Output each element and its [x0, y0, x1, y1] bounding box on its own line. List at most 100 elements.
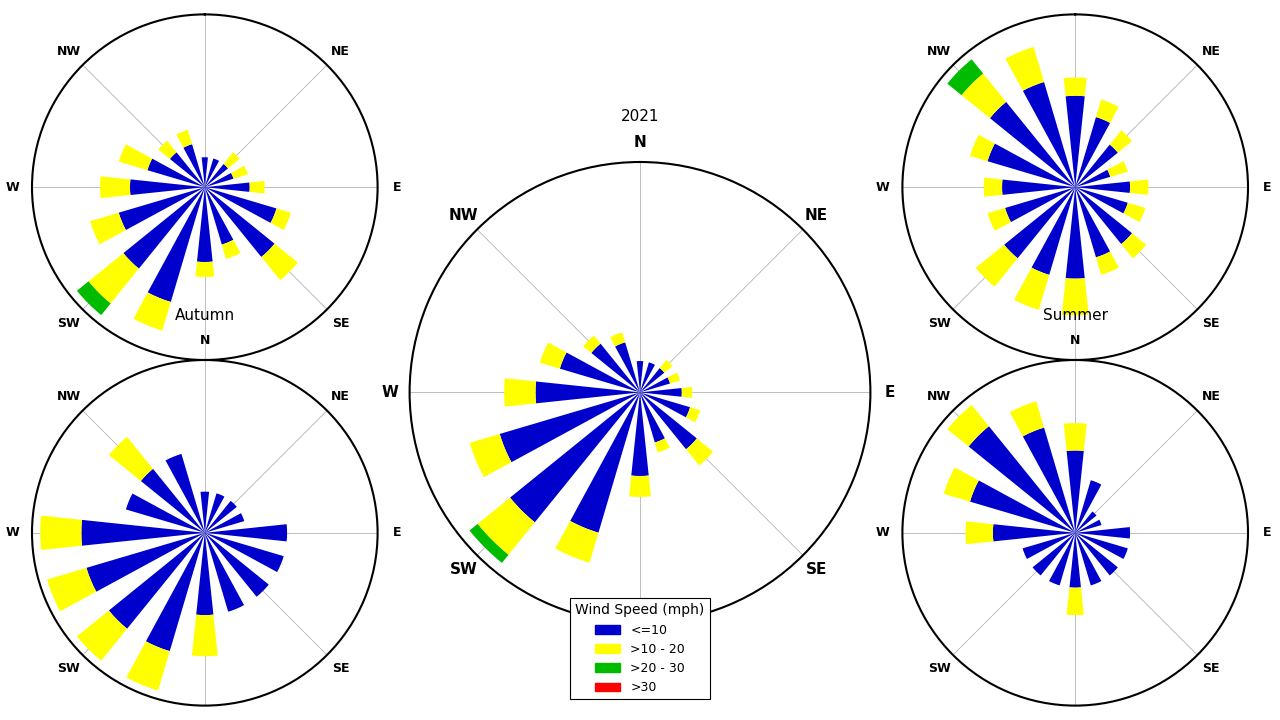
Bar	[1062, 278, 1088, 315]
Bar	[1066, 187, 1084, 279]
Bar	[631, 392, 649, 476]
Bar	[201, 492, 209, 533]
Bar	[1075, 187, 1110, 257]
Bar	[205, 158, 219, 187]
Bar	[1075, 511, 1097, 533]
Bar	[1075, 187, 1132, 244]
Bar	[159, 140, 177, 159]
Bar	[504, 378, 536, 407]
Bar	[640, 388, 682, 397]
Bar	[961, 73, 1006, 118]
Bar	[1023, 82, 1075, 187]
Bar	[165, 454, 205, 533]
Bar	[970, 135, 995, 161]
Bar	[1075, 527, 1130, 539]
Bar	[1002, 179, 1075, 195]
Bar	[127, 642, 170, 690]
Bar	[133, 292, 170, 330]
Bar	[87, 533, 205, 592]
Bar	[123, 187, 205, 269]
Bar	[100, 176, 131, 198]
Bar	[640, 392, 696, 449]
Bar	[125, 493, 205, 533]
Bar	[196, 533, 214, 615]
Bar	[1050, 533, 1075, 585]
Bar	[1064, 423, 1087, 451]
Bar	[205, 187, 276, 223]
Bar	[1004, 187, 1075, 258]
Bar	[1075, 533, 1128, 559]
Bar	[616, 342, 640, 392]
Bar	[965, 521, 993, 544]
Bar	[655, 438, 669, 452]
Bar	[540, 343, 567, 369]
Bar	[1107, 161, 1128, 177]
Title: Autumn: Autumn	[175, 308, 234, 323]
Bar	[141, 469, 205, 533]
Bar	[119, 187, 205, 230]
Bar	[147, 158, 205, 187]
Bar	[1032, 187, 1075, 275]
Bar	[47, 568, 96, 611]
Bar	[1075, 187, 1128, 213]
Bar	[1066, 588, 1084, 615]
Bar	[77, 282, 110, 315]
Bar	[1130, 179, 1148, 195]
Bar	[611, 333, 625, 346]
Bar	[1066, 451, 1084, 533]
Bar	[205, 513, 244, 533]
Bar	[170, 153, 205, 187]
Bar	[88, 253, 140, 303]
Bar	[205, 182, 250, 192]
Bar	[1010, 401, 1044, 436]
Bar	[1096, 251, 1119, 275]
Bar	[640, 368, 664, 392]
Bar	[205, 524, 287, 541]
Bar	[40, 516, 82, 550]
Bar	[1066, 96, 1084, 187]
Bar	[640, 392, 690, 418]
Bar	[82, 520, 205, 546]
Bar	[970, 480, 1075, 533]
Bar	[943, 467, 979, 502]
Bar	[205, 187, 233, 245]
Bar	[640, 362, 655, 392]
Bar	[261, 243, 298, 280]
Bar	[270, 209, 291, 230]
Bar	[1023, 533, 1075, 559]
Bar	[1033, 533, 1075, 575]
Bar	[119, 145, 152, 170]
Bar	[636, 361, 644, 392]
Bar	[1075, 533, 1117, 575]
Bar	[232, 166, 248, 179]
Bar	[969, 426, 1075, 533]
Bar	[177, 130, 192, 148]
Bar	[640, 392, 664, 443]
Bar	[947, 405, 989, 446]
Bar	[205, 533, 244, 612]
Bar	[1075, 117, 1110, 187]
Bar	[1075, 170, 1110, 187]
Bar	[988, 208, 1011, 231]
Bar	[205, 501, 237, 533]
Bar	[146, 533, 205, 651]
Bar	[988, 143, 1075, 187]
Bar	[109, 437, 154, 481]
Bar	[668, 372, 680, 384]
Bar	[205, 533, 269, 597]
Bar	[470, 524, 508, 563]
Bar	[975, 245, 1018, 287]
Bar	[1110, 130, 1132, 153]
Bar	[205, 173, 233, 187]
Bar	[989, 102, 1075, 187]
Bar	[205, 187, 275, 257]
Bar	[686, 438, 713, 466]
Title: Summer: Summer	[1043, 308, 1107, 323]
Bar	[947, 59, 983, 95]
Bar	[570, 392, 640, 533]
Bar	[1075, 480, 1101, 533]
Bar	[984, 178, 1002, 197]
Bar	[640, 377, 669, 392]
Bar	[1096, 99, 1119, 123]
Bar	[196, 261, 214, 277]
